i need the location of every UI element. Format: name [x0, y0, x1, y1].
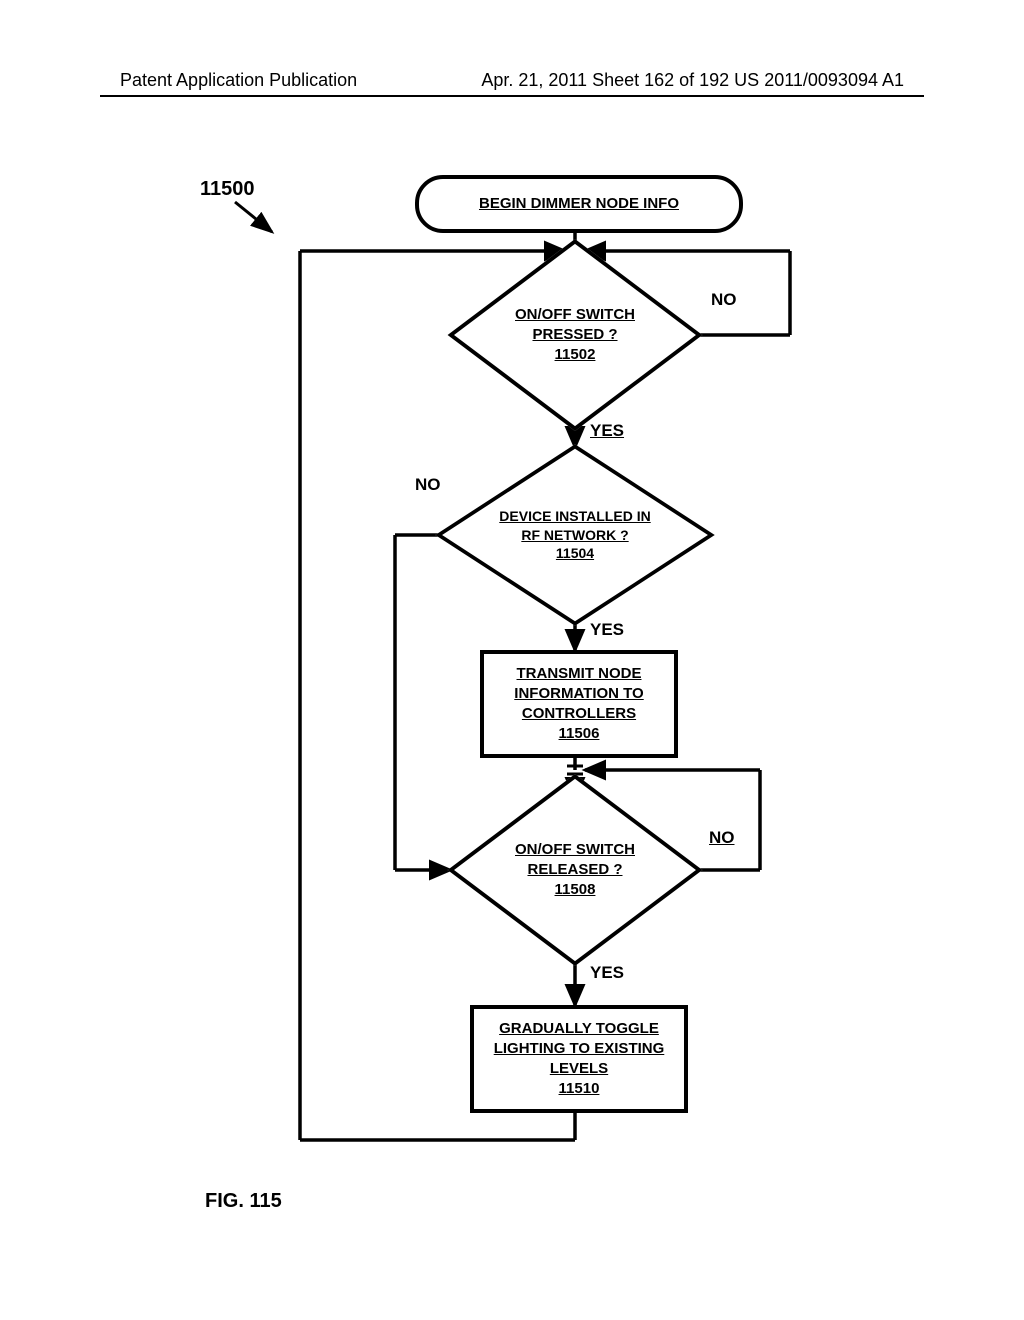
d2-line2: RF NETWORK ? [521, 527, 628, 543]
d3-ref: 11508 [555, 881, 596, 898]
p2-ref: 11510 [559, 1080, 600, 1097]
header-left: Patent Application Publication [120, 70, 357, 91]
d1-line2: PRESSED ? [532, 326, 617, 343]
label-no-d1: NO [711, 290, 737, 310]
d1-ref: 11502 [555, 346, 596, 363]
d3-line2: RELEASED ? [527, 861, 622, 878]
label-yes-d2: YES [590, 620, 624, 640]
figure-label: FIG. 115 [205, 1190, 282, 1213]
header-right: Apr. 21, 2011 Sheet 162 of 192 US 2011/0… [481, 70, 904, 91]
process-transmit-node: TRANSMIT NODE INFORMATION TO CONTROLLERS… [480, 650, 678, 758]
terminator-text: BEGIN DIMMER NODE INFO [479, 194, 679, 214]
p2-line1: GRADUALLY TOGGLE [499, 1020, 659, 1037]
p2-line2: LIGHTING TO EXISTING [494, 1040, 665, 1057]
decision-installed-network: DEVICE INSTALLED IN RF NETWORK ? 11504 [440, 447, 710, 623]
decision-switch-released: ON/OFF SWITCH RELEASED ? 11508 [450, 780, 700, 960]
terminator-start: BEGIN DIMMER NODE INFO [415, 175, 743, 233]
d1-line1: ON/OFF SWITCH [515, 306, 635, 323]
d3-line1: ON/OFF SWITCH [515, 841, 635, 858]
p1-ref: 11506 [559, 725, 600, 742]
label-no-d3: NO [709, 828, 735, 848]
reference-number: 11500 [200, 178, 255, 201]
d2-line1: DEVICE INSTALLED IN [499, 508, 650, 524]
label-no-d2: NO [415, 475, 441, 495]
p1-line2: INFORMATION TO [514, 685, 643, 702]
d2-ref: 11504 [556, 545, 594, 561]
p1-line1: TRANSMIT NODE [517, 665, 642, 682]
decision-switch-pressed: ON/OFF SWITCH PRESSED ? 11502 [450, 245, 700, 425]
process-toggle-lighting: GRADUALLY TOGGLE LIGHTING TO EXISTING LE… [470, 1005, 688, 1113]
p2-line3: LEVELS [550, 1060, 608, 1077]
header-rule [100, 95, 924, 97]
p1-line3: CONTROLLERS [522, 705, 636, 722]
label-yes-d3: YES [590, 963, 624, 983]
label-yes-d1: YES [590, 421, 624, 441]
